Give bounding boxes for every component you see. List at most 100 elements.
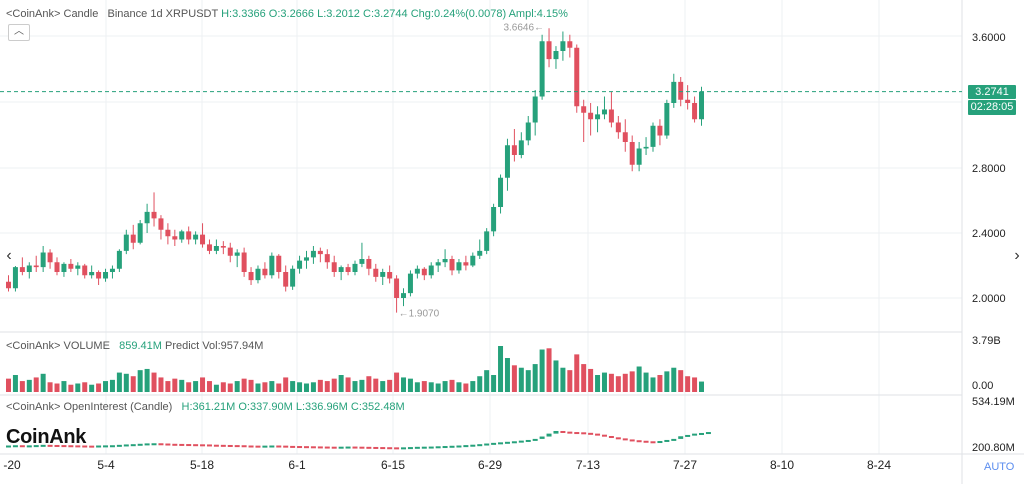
oi-candle: [636, 440, 642, 443]
candle-body: [227, 247, 233, 256]
volume-value: 859.41M: [119, 340, 162, 352]
volume-bar: [567, 370, 573, 392]
volume-bar: [6, 378, 11, 392]
oi-candle: [532, 438, 538, 441]
candle-body: [456, 262, 462, 271]
oi-candle: [608, 436, 614, 439]
volume-bar: [380, 381, 386, 392]
volume-bar: [664, 371, 670, 392]
volume-bar: [151, 372, 157, 392]
oi-candle: [581, 432, 587, 435]
volume-bar: [498, 346, 504, 392]
candle-body: [394, 278, 400, 298]
oi-candle: [615, 437, 621, 440]
oi-candle: [61, 445, 67, 448]
candle-body: [414, 268, 420, 274]
scroll-left-button[interactable]: ‹: [0, 246, 18, 266]
volume-bar: [96, 383, 102, 392]
oi-candle: [643, 440, 649, 443]
header-open: O:3.2666: [268, 8, 315, 20]
volume-bar: [68, 384, 74, 392]
oi-candle: [650, 441, 656, 444]
market-label: Binance 1d XRPUSDT: [107, 8, 218, 20]
volume-bar: [539, 349, 545, 392]
oi-candle: [19, 445, 25, 448]
oi-candle: [705, 432, 711, 435]
volume-bar: [692, 377, 698, 392]
volume-bar: [595, 375, 601, 392]
volume-bar: [615, 376, 621, 392]
oi-candle: [220, 444, 226, 447]
volume-bar: [130, 376, 136, 392]
candle-body: [622, 132, 628, 142]
collapse-button[interactable]: ︿: [8, 24, 30, 41]
volume-bar: [449, 379, 455, 392]
volume-bar: [262, 382, 268, 392]
volume-bar: [484, 370, 490, 392]
volume-bar: [414, 382, 420, 392]
candle-body: [359, 259, 365, 264]
oi-candle: [248, 445, 254, 448]
volume-bar: [622, 373, 628, 392]
oi-candle: [179, 443, 185, 446]
candle-body: [352, 263, 358, 272]
oi-axis-bottom: 200.80M: [972, 442, 1015, 454]
volume-bar: [241, 378, 247, 392]
oi-axis-top: 534.19M: [972, 396, 1015, 408]
volume-bar: [643, 372, 649, 392]
auto-scale-button[interactable]: AUTO: [984, 461, 1015, 473]
candle-body: [470, 255, 476, 266]
candle-body: [109, 268, 115, 272]
candle-body: [255, 268, 261, 281]
candle-body: [615, 122, 621, 133]
oi-candle: [678, 436, 684, 439]
volume-bar: [186, 382, 192, 392]
candle-body: [685, 99, 691, 103]
candle-body: [12, 267, 18, 289]
oi-open: O:337.90M: [238, 401, 293, 413]
oi-candle: [387, 447, 393, 450]
candle-body: [567, 41, 573, 48]
oi-candle: [123, 444, 129, 447]
volume-bar: [629, 371, 635, 392]
candle-body: [123, 234, 129, 251]
oi-candle: [442, 446, 448, 449]
candle-body: [380, 272, 386, 277]
x-tick: 6-1: [288, 458, 306, 472]
max-price-label: 3.6646←: [503, 22, 544, 33]
volume-bar: [685, 376, 691, 392]
oi-candle: [165, 443, 171, 446]
oi-candle: [33, 445, 39, 448]
volume-bar: [442, 381, 448, 392]
candle-body: [511, 145, 517, 155]
volume-bar: [255, 383, 261, 392]
oi-candle: [685, 434, 691, 437]
price-tick: 2.0000: [972, 293, 1006, 305]
volume-bar: [435, 383, 441, 392]
header-close: C:3.2744: [363, 8, 408, 20]
volume-bar: [137, 370, 143, 392]
header-high: H:3.3366: [221, 8, 266, 20]
candle-body: [116, 250, 122, 269]
header-change: Chg:0.24%(0.0078): [410, 8, 507, 20]
volume-bar: [40, 373, 46, 392]
volume-bar: [401, 377, 407, 392]
scroll-right-button[interactable]: ›: [1008, 246, 1024, 266]
candle-body: [699, 91, 704, 120]
volume-bar: [248, 379, 254, 392]
oi-candle: [546, 433, 552, 437]
x-tick: 6-29: [477, 458, 503, 472]
candle-body: [477, 250, 483, 256]
volume-bar: [303, 383, 309, 392]
volume-bar: [47, 382, 53, 392]
oi-candle: [498, 442, 504, 445]
candle-body: [581, 106, 587, 113]
oi-candle: [435, 446, 441, 449]
oi-candle: [186, 444, 192, 447]
candle-body: [643, 146, 649, 149]
oi-candle: [629, 439, 635, 442]
volume-bar: [12, 375, 18, 392]
volume-bar: [331, 378, 337, 392]
oi-candle: [518, 440, 524, 443]
